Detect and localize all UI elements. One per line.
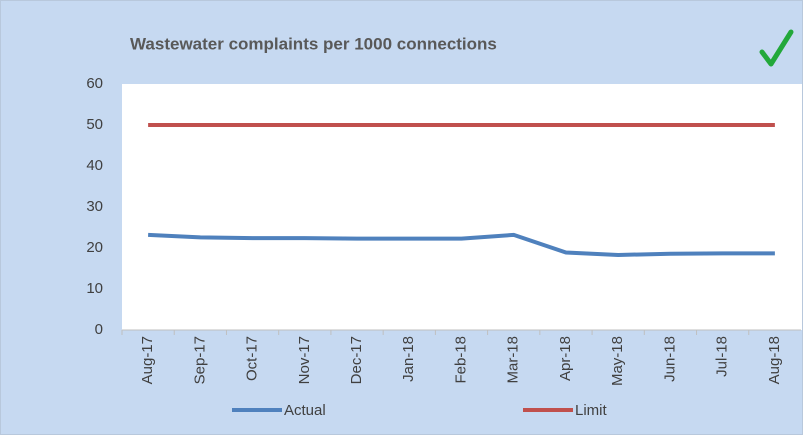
y-tick-label: 50 <box>86 116 103 133</box>
x-tick-label: Dec-17 <box>348 336 365 384</box>
y-tick-label: 40 <box>86 157 103 174</box>
x-tick-label: Aug-18 <box>766 336 783 384</box>
y-tick-label: 20 <box>86 239 103 256</box>
x-tick-label: Jun-18 <box>661 336 678 382</box>
legend-label: Limit <box>575 402 608 419</box>
x-tick-label: May-18 <box>609 336 626 386</box>
y-tick-label: 30 <box>86 198 103 215</box>
x-tick-label: Nov-17 <box>296 336 313 384</box>
chart-title: Wastewater complaints per 1000 connectio… <box>130 34 497 53</box>
x-tick-label: Jul-18 <box>714 336 731 377</box>
x-tick-label: Apr-18 <box>557 336 574 381</box>
x-tick-label: Jan-18 <box>400 336 417 382</box>
y-tick-label: 10 <box>86 280 103 297</box>
y-tick-label: 0 <box>95 321 103 338</box>
x-tick-label: Aug-17 <box>139 336 156 384</box>
series-line <box>148 232 775 257</box>
y-tick-label: 60 <box>86 75 103 92</box>
check-icon <box>759 29 794 67</box>
x-tick-label: Oct-17 <box>244 336 261 381</box>
x-tick-label: Feb-18 <box>452 336 469 384</box>
x-tick-label: Mar-18 <box>505 336 522 384</box>
legend-label: Actual <box>284 402 326 419</box>
plot-area <box>122 84 802 330</box>
x-tick-label: Sep-17 <box>191 336 208 384</box>
